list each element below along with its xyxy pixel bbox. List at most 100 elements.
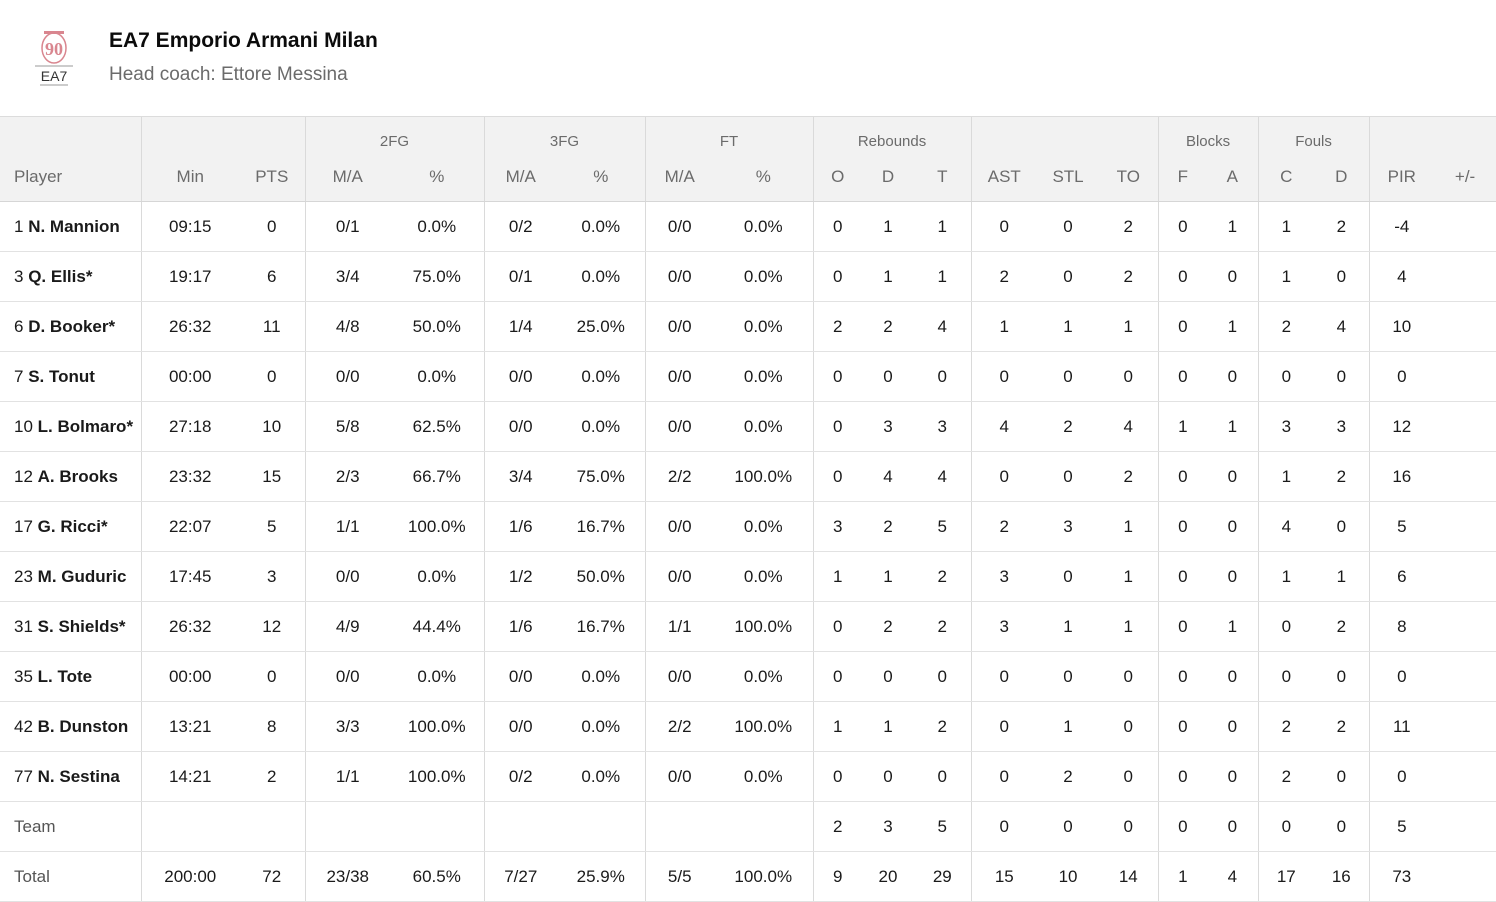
stat-pts: 0: [239, 651, 305, 702]
col-3fg-pct[interactable]: %: [557, 153, 645, 202]
col-blk-f[interactable]: F: [1157, 153, 1208, 202]
stat-stl: 2: [1037, 751, 1100, 802]
stat-reb-t: 5: [914, 501, 972, 552]
stat-stl: 10: [1037, 851, 1100, 902]
table-row: 35 L. Tote 00:00 0 0/0 0.0% 0/0 0.0% 0/0 0.0% 0 0 0…: [0, 651, 1496, 702]
stat-reb-d: 1: [862, 201, 915, 252]
stat-fg3-ma: 0/2: [483, 751, 557, 802]
stat-blk-a: 4: [1207, 851, 1259, 902]
stat-pts: 6: [239, 251, 305, 302]
stat-reb-d: 2: [862, 601, 915, 652]
stat-fg2-ma: 3/4: [304, 251, 390, 302]
col-pir[interactable]: PIR: [1368, 153, 1435, 202]
stat-pts: 5: [239, 501, 305, 552]
stat-foul-d: 2: [1314, 451, 1370, 502]
player-name[interactable]: D. Booker*: [28, 316, 116, 336]
stat-fg2-pct: 0.0%: [390, 551, 484, 602]
stat-foul-c: 2: [1257, 701, 1315, 752]
stat-reb-o: 0: [812, 351, 863, 402]
col-to[interactable]: TO: [1099, 153, 1159, 202]
stat-min: 00:00: [140, 651, 239, 702]
stat-reb-t: 1: [914, 201, 972, 252]
col-pts[interactable]: PTS: [239, 153, 305, 202]
stat-ft-pct: 0.0%: [714, 751, 814, 802]
player-name[interactable]: N. Mannion: [28, 216, 120, 236]
stat-pir: 11: [1368, 701, 1435, 752]
stat-min: 09:15: [140, 201, 239, 252]
player-name[interactable]: A. Brooks: [37, 466, 118, 486]
stat-foul-d: 0: [1314, 501, 1370, 552]
stat-foul-c: 2: [1257, 751, 1315, 802]
stat-min: 26:32: [140, 601, 239, 652]
player-name[interactable]: G. Ricci*: [37, 516, 108, 536]
col-reb-d[interactable]: D: [862, 153, 915, 202]
player-name[interactable]: L. Bolmaro*: [37, 416, 134, 436]
stat-pm: [1434, 351, 1496, 402]
col-2fg-pct[interactable]: %: [390, 153, 484, 202]
table-row: 12 A. Brooks 23:32 15 2/3 66.7% 3/4 75.0% 2/2 10…: [0, 451, 1496, 502]
stat-pts: 0: [239, 201, 305, 252]
col-ft-ma[interactable]: M/A: [644, 153, 714, 202]
col-foul-c[interactable]: C: [1257, 153, 1315, 202]
stat-foul-d: 4: [1314, 301, 1370, 352]
col-2fg-ma[interactable]: M/A: [304, 153, 390, 202]
total-label: Total: [14, 866, 50, 886]
stat-blk-f: 0: [1157, 451, 1208, 502]
stat-blk-f: 0: [1157, 701, 1208, 752]
player-name[interactable]: Q. Ellis*: [28, 266, 93, 286]
column-header-row: Player Min PTS M/A % M/A % M/A % O D T A…: [0, 153, 1496, 202]
player-number: 35: [14, 666, 33, 686]
col-reb-t[interactable]: T: [914, 153, 972, 202]
stat-fg3-pct: 16.7%: [557, 501, 645, 552]
stat-blk-f: 0: [1157, 551, 1208, 602]
col-min[interactable]: Min: [140, 153, 239, 202]
stat-reb-o: 0: [812, 601, 863, 652]
stat-ast: 0: [970, 801, 1038, 852]
stat-ft-pct: 0.0%: [714, 201, 814, 252]
table-row: 3 Q. Ellis* 19:17 6 3/4 75.0% 0/1 0.0% 0/0 0.0% 0…: [0, 251, 1496, 302]
stat-fg2-pct: 44.4%: [390, 601, 484, 652]
col-ast[interactable]: AST: [970, 153, 1038, 202]
stat-fg3-ma: 1/6: [483, 501, 557, 552]
player-cell: Team: [0, 801, 141, 852]
player-name[interactable]: N. Sestina: [37, 766, 120, 786]
player-name[interactable]: S. Shields*: [37, 616, 126, 636]
stat-ft-pct: 0.0%: [714, 651, 814, 702]
stat-pm: [1434, 201, 1496, 252]
stat-ft-ma: 0/0: [644, 751, 714, 802]
stat-reb-d: 4: [862, 451, 915, 502]
stat-ft-pct: 100.0%: [714, 851, 814, 902]
team-row: Team 2 3 5 0 0 0 0 0 0 0 5: [0, 801, 1496, 852]
col-plus-minus[interactable]: +/-: [1434, 153, 1496, 202]
stat-pir: 5: [1368, 501, 1435, 552]
stat-ast: 1: [970, 301, 1038, 352]
player-cell: 35 L. Tote: [0, 651, 141, 702]
stat-pir: 6: [1368, 551, 1435, 602]
stat-foul-c: 0: [1257, 801, 1315, 852]
team-name: EA7 Emporio Armani Milan: [109, 29, 378, 52]
stat-fg2-ma: 5/8: [304, 401, 390, 452]
col-ft-pct[interactable]: %: [714, 153, 814, 202]
stat-stl: 2: [1037, 401, 1100, 452]
col-reb-o[interactable]: O: [812, 153, 863, 202]
stat-blk-f: 0: [1157, 751, 1208, 802]
col-stl[interactable]: STL: [1037, 153, 1100, 202]
stat-foul-d: 2: [1314, 201, 1370, 252]
stat-min: 22:07: [140, 501, 239, 552]
player-name[interactable]: M. Guduric: [37, 566, 127, 586]
stat-fg2-pct: 100.0%: [390, 751, 484, 802]
stat-stl: 0: [1037, 201, 1100, 252]
stat-blk-f: 0: [1157, 351, 1208, 402]
stat-ft-ma: 0/0: [644, 301, 714, 352]
col-3fg-ma[interactable]: M/A: [483, 153, 557, 202]
player-name[interactable]: S. Tonut: [28, 366, 95, 386]
col-foul-d[interactable]: D: [1314, 153, 1370, 202]
stat-fg3-ma: 0/0: [483, 651, 557, 702]
col-player[interactable]: Player: [0, 153, 141, 202]
stat-fg3-ma: 3/4: [483, 451, 557, 502]
col-blk-a[interactable]: A: [1207, 153, 1259, 202]
player-cell: 7 S. Tonut: [0, 351, 141, 402]
player-name[interactable]: L. Tote: [37, 666, 93, 686]
box-score-table: 2FG 3FG FT Rebounds Blocks Fouls Player …: [0, 116, 1496, 902]
player-name[interactable]: B. Dunston: [37, 716, 129, 736]
